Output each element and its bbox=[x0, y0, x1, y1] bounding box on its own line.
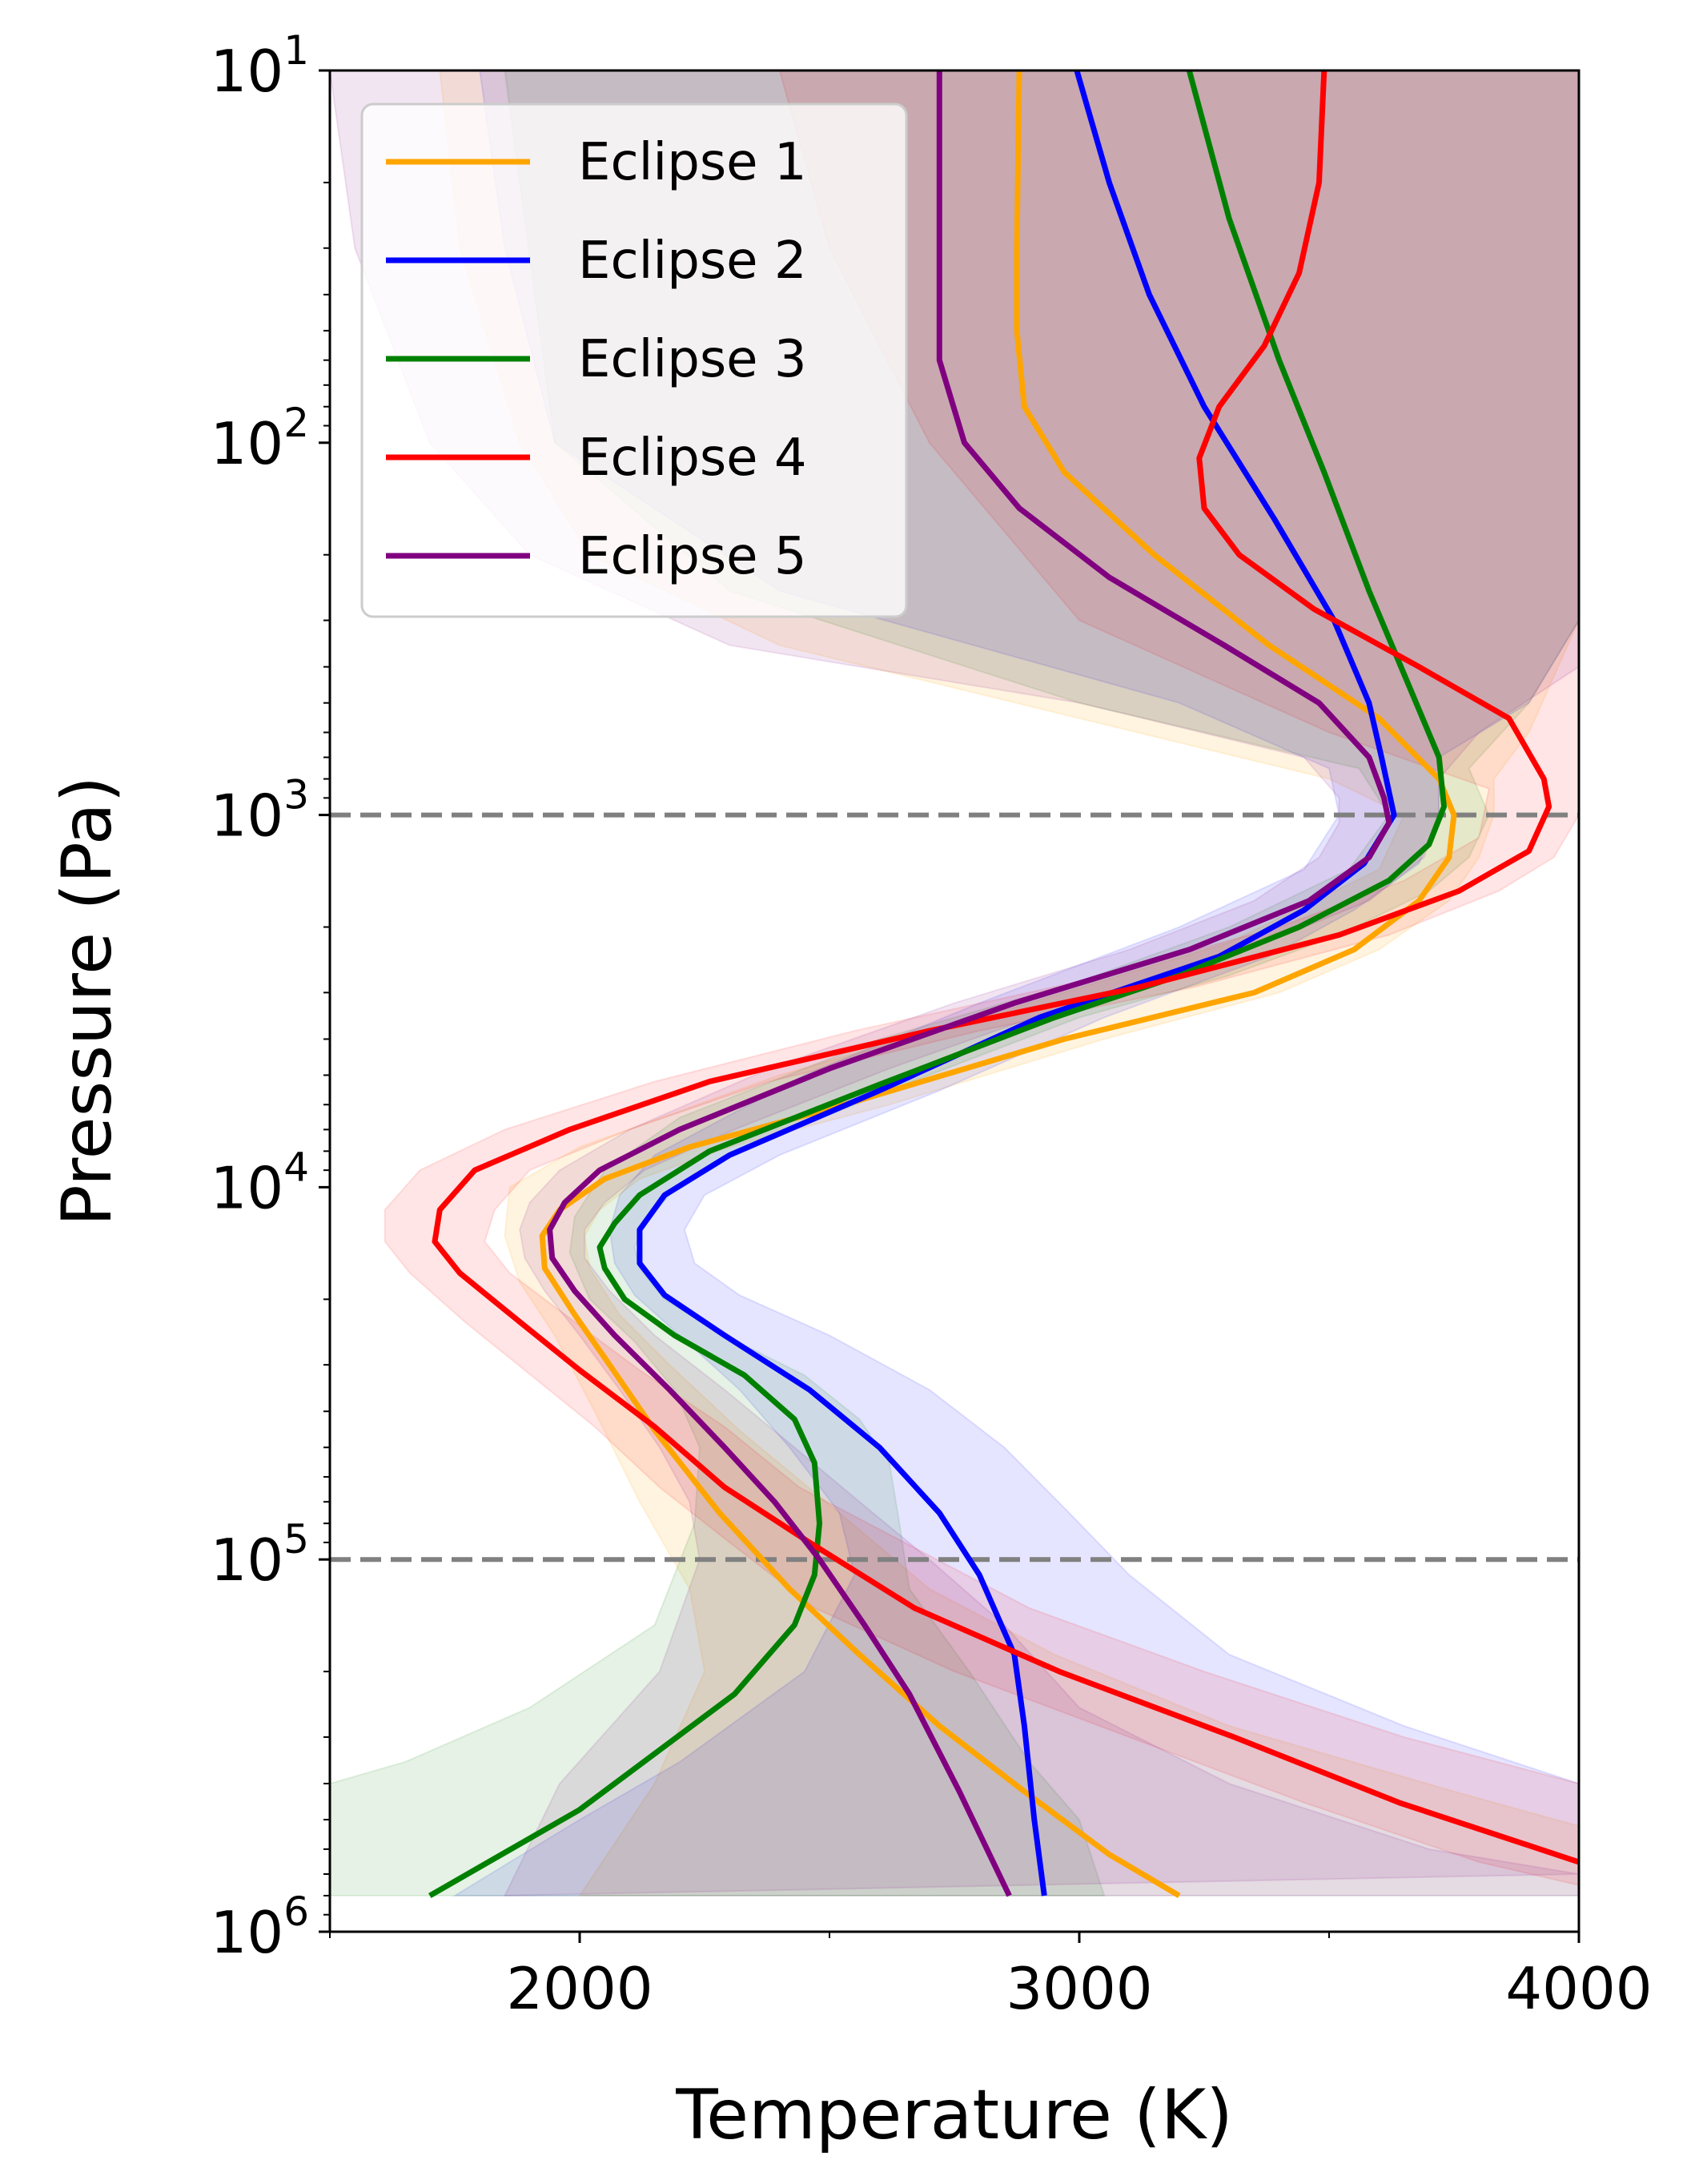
eclipse-2-line bbox=[637, 70, 1397, 1896]
y-axis-label: Pressure (Pa) bbox=[47, 776, 127, 1226]
reference-lines bbox=[330, 812, 1579, 1563]
x-tick-label: 4000 bbox=[1505, 1955, 1652, 2022]
legend-box bbox=[360, 103, 908, 618]
y-tick-label: 102 bbox=[211, 400, 309, 477]
y-axis-ticks: 101 102 103 104 105 106 bbox=[211, 27, 330, 1966]
y-tick-label: 104 bbox=[211, 1144, 309, 1221]
legend-label-eclipse-5: Eclipse 5 bbox=[578, 527, 807, 586]
eclipse-3-uncertainty-band bbox=[330, 70, 1579, 1896]
x-axis-ticks: 2000 3000 4000 bbox=[329, 1932, 1653, 2022]
x-tick-label: 2000 bbox=[506, 1955, 653, 2022]
legend-label-eclipse-3: Eclipse 3 bbox=[578, 330, 807, 389]
legend-label-eclipse-4: Eclipse 4 bbox=[578, 428, 807, 488]
eclipse-4-line bbox=[432, 70, 1579, 1865]
y-tick-label: 103 bbox=[211, 772, 309, 850]
x-axis-label: Temperature (K) bbox=[675, 2075, 1233, 2155]
legend-label-eclipse-1: Eclipse 1 bbox=[578, 133, 807, 192]
eclipse-5-line bbox=[547, 70, 1392, 1897]
legend: Eclipse 1 Eclipse 2 Eclipse 3 Eclipse 4 Ecli… bbox=[360, 103, 908, 618]
series-lines bbox=[428, 70, 1579, 1899]
eclipse-3-line bbox=[428, 70, 1447, 1899]
legend-label-eclipse-2: Eclipse 2 bbox=[578, 231, 807, 291]
y-tick-label: 105 bbox=[211, 1516, 309, 1594]
y-tick-label: 106 bbox=[211, 1888, 309, 1966]
y-tick-label: 101 bbox=[211, 27, 309, 105]
x-tick-label: 3000 bbox=[1006, 1955, 1152, 2022]
plot-frame bbox=[328, 69, 1580, 1933]
